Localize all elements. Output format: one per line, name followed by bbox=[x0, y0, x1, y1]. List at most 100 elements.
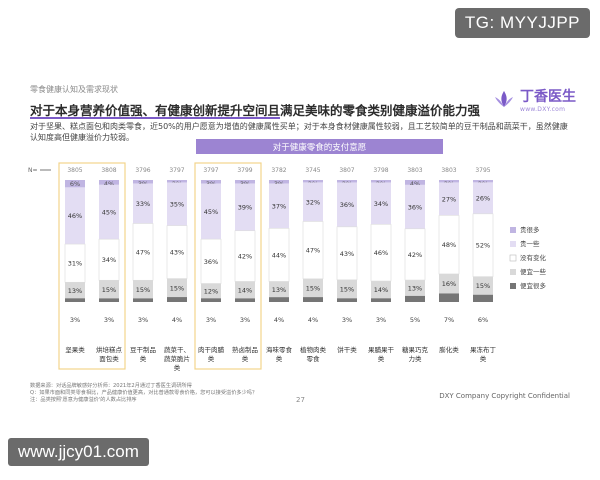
page-number: 27 bbox=[296, 396, 305, 404]
bar-segment bbox=[167, 182, 187, 226]
bar-segment bbox=[133, 280, 153, 299]
category-label: 膨化类 bbox=[439, 345, 459, 354]
data-label: 31% bbox=[68, 260, 82, 268]
chart-title-band bbox=[196, 139, 443, 154]
data-label: 14% bbox=[238, 286, 252, 294]
bar-segment bbox=[201, 283, 221, 299]
data-label: 3% bbox=[206, 316, 216, 324]
category-label: 零食 bbox=[307, 354, 321, 363]
data-label: 15% bbox=[136, 286, 150, 294]
legend-label: 便宜一些 bbox=[520, 267, 547, 276]
category-label: 蔬菜干、 bbox=[164, 345, 190, 354]
category-label: 豆干制品 bbox=[130, 345, 156, 354]
legend-swatch bbox=[509, 254, 517, 262]
category-label: 植物肉类 bbox=[300, 345, 327, 354]
legend-label: 贵一些 bbox=[520, 239, 540, 248]
n-value: 3782 bbox=[271, 167, 286, 174]
bar-segment bbox=[473, 294, 493, 302]
category-label: 烘培糕点 bbox=[96, 345, 123, 354]
category-label: 饼干类 bbox=[337, 345, 357, 354]
bar-segment bbox=[405, 184, 425, 229]
footnote-source: 数据来源：对话品牌敏感好分析师：2021年2月通过丁香医生调研所得 bbox=[30, 383, 192, 389]
copyright-text: DXY Company Copyright Confidential bbox=[439, 392, 570, 400]
bar-segment bbox=[303, 278, 323, 298]
bar-segment bbox=[201, 183, 221, 240]
bar-segment bbox=[133, 180, 153, 184]
data-label: 3% bbox=[70, 316, 80, 324]
footnote-note: 注：品类按照'愿意为健康溢价'的人数占比排序 bbox=[30, 397, 137, 403]
bar-segment bbox=[99, 180, 119, 185]
bar-segment bbox=[269, 183, 289, 229]
bar-segment bbox=[371, 298, 391, 302]
data-label: 3% bbox=[376, 316, 386, 324]
category-label: 肉干肉脯 bbox=[198, 345, 225, 354]
bar-segment bbox=[371, 281, 391, 299]
data-label: 33% bbox=[136, 200, 150, 208]
data-label: 16% bbox=[442, 280, 456, 288]
data-label: 35% bbox=[170, 201, 184, 209]
data-label: 6% bbox=[70, 180, 80, 188]
brand-logo: 丁香医生 www.DXY.com bbox=[492, 86, 576, 113]
category-label: 力类 bbox=[409, 354, 423, 363]
category-label: 熟卤制品 bbox=[232, 345, 258, 354]
page-description: 对于坚果、糕点面包和肉类零食，近50%的用户愿意为增值的健康属性买单；对于本身食… bbox=[30, 122, 568, 142]
bar-segment bbox=[337, 180, 357, 183]
data-label: 37% bbox=[272, 202, 286, 210]
data-label: 43% bbox=[340, 250, 354, 258]
bar-segment bbox=[133, 183, 153, 224]
category-label: 果冻布丁 bbox=[470, 345, 497, 354]
legend-swatch bbox=[510, 241, 516, 247]
n-value: 3796 bbox=[135, 167, 150, 174]
data-label: 39% bbox=[238, 204, 252, 212]
data-label: 15% bbox=[306, 284, 320, 292]
bar-segment bbox=[439, 180, 459, 183]
category-label: 类 bbox=[378, 354, 385, 363]
data-label: 15% bbox=[340, 286, 354, 294]
data-label: 13% bbox=[408, 284, 422, 292]
bar-segment bbox=[405, 180, 425, 185]
data-label: 36% bbox=[340, 201, 354, 209]
bar-segment bbox=[235, 183, 255, 231]
n-value: 3805 bbox=[67, 167, 82, 174]
bar-segment bbox=[167, 278, 187, 298]
bar-segment bbox=[65, 282, 85, 299]
bar-segment bbox=[99, 298, 119, 302]
data-label: 26% bbox=[476, 195, 490, 203]
title-underline bbox=[30, 117, 280, 119]
category-label: 类 bbox=[174, 363, 181, 372]
data-label: 13% bbox=[272, 286, 286, 294]
data-label: 3% bbox=[138, 316, 148, 324]
n-label: N= bbox=[28, 167, 38, 174]
legend-swatch bbox=[510, 227, 516, 233]
category-label: 类 bbox=[140, 354, 147, 363]
category-label: 坚果类 bbox=[65, 345, 85, 354]
legend-label: 便宜很多 bbox=[520, 281, 547, 290]
data-label: 48% bbox=[442, 241, 456, 249]
data-label: 15% bbox=[102, 286, 116, 294]
bar-segment bbox=[405, 295, 425, 302]
n-value: 3798 bbox=[373, 167, 388, 174]
data-label: 34% bbox=[102, 256, 116, 264]
category-label: 类 bbox=[480, 354, 487, 363]
bar-segment bbox=[167, 297, 187, 302]
category-label: 海味零食 bbox=[266, 345, 293, 354]
section-label: 零食健康认知及需求现状 bbox=[30, 85, 118, 94]
data-label: 45% bbox=[204, 208, 218, 216]
category-label: 糖果巧克 bbox=[402, 345, 429, 354]
data-label: 3% bbox=[342, 316, 352, 324]
bar-segment bbox=[167, 180, 187, 183]
logo-subtext: www.DXY.com bbox=[520, 106, 566, 113]
data-label: 4% bbox=[274, 316, 284, 324]
bar-segment bbox=[269, 180, 289, 184]
data-label: 3% bbox=[240, 316, 250, 324]
logo-mark-icon bbox=[495, 90, 513, 107]
data-label: 5% bbox=[410, 316, 420, 324]
highlight-box bbox=[194, 162, 262, 370]
legend-label: 贵很多 bbox=[520, 225, 540, 234]
legend-swatch bbox=[510, 269, 516, 275]
highlight-box bbox=[58, 162, 126, 370]
data-label: 36% bbox=[408, 203, 422, 211]
data-label: 13% bbox=[68, 287, 82, 295]
bar-segment bbox=[65, 298, 85, 302]
bar-segment bbox=[235, 180, 255, 184]
